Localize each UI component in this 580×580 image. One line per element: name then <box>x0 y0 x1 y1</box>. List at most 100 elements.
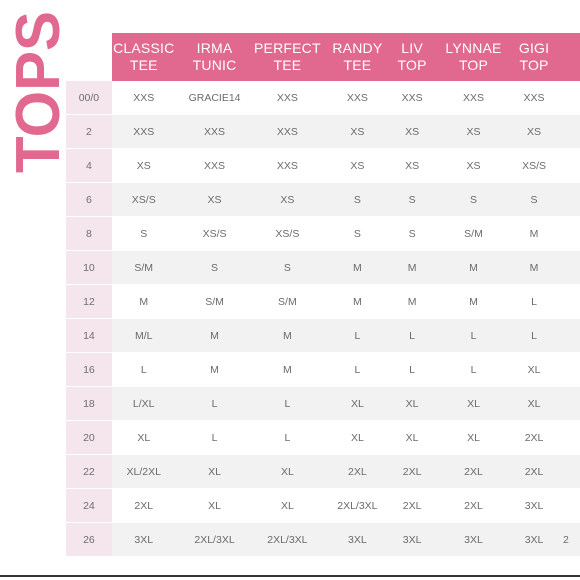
size-cell: M <box>516 217 552 251</box>
size-cell: XS <box>393 115 431 149</box>
table-body: 00/0 XXS GRACIE14 XXS XXS XXS XXS XXS 2 XXS XXS XXS… <box>66 81 580 557</box>
size-cell: XS <box>430 149 517 183</box>
size-cell: XS/S <box>111 183 176 217</box>
size-cell: M <box>175 353 254 387</box>
size-cell: S <box>321 217 394 251</box>
size-cell: M <box>253 353 322 387</box>
table-row: 00/0 XXS GRACIE14 XXS XXS XXS XXS XXS <box>66 81 580 115</box>
size-cell: L <box>253 421 322 455</box>
table-row: 6 XS/S XS XS S S S S <box>66 183 580 217</box>
size-cell: L <box>430 353 517 387</box>
size-cell: M <box>321 285 394 319</box>
size-cell: XL <box>111 421 176 455</box>
size-cell: 2XL/3XL <box>175 523 254 557</box>
size-label: 24 <box>66 489 112 523</box>
size-cell: S <box>321 183 394 217</box>
size-cell: L <box>253 387 322 421</box>
table-row: 8 S XS/S XS/S S S S/M M <box>66 217 580 251</box>
size-cell: 2 <box>551 523 580 557</box>
size-cell: 3XL <box>516 523 552 557</box>
size-cell: M <box>175 319 254 353</box>
table-row: 22 XL/2XL XL XL 2XL 2XL 2XL 2XL <box>66 455 580 489</box>
table-row: 20 XL L L XL XL XL 2XL <box>66 421 580 455</box>
size-cell: S/M <box>430 217 517 251</box>
size-cell: XXS <box>175 115 254 149</box>
size-cell: XS/S <box>253 217 322 251</box>
size-label: 26 <box>66 523 112 557</box>
size-cell: M <box>393 251 431 285</box>
size-cell: 3XL <box>321 523 394 557</box>
table-row: 4 XS XXS XXS XS XS XS XS/S <box>66 149 580 183</box>
size-cell: L <box>175 387 254 421</box>
size-cell: M/L <box>111 319 176 353</box>
size-cell: XL/2XL <box>111 455 176 489</box>
size-cell <box>551 149 580 183</box>
column-header: RANDY TEE <box>321 33 394 81</box>
size-cell: L <box>516 285 552 319</box>
size-cell: L <box>393 319 431 353</box>
size-cell: XL <box>253 489 322 523</box>
table-row: 18 L/XL L L XL XL XL XL <box>66 387 580 421</box>
size-chart-table: CLASSIC TEE IRMA TUNIC PERFECT TEE RANDY TE… <box>66 33 580 557</box>
size-label: 2 <box>66 115 112 149</box>
size-cell: M <box>516 251 552 285</box>
size-cell <box>551 353 580 387</box>
size-label: 18 <box>66 387 112 421</box>
size-cell: XL <box>175 489 254 523</box>
size-cell: XXS <box>175 149 254 183</box>
size-cell: XS <box>253 183 322 217</box>
size-cell: 2XL <box>393 489 431 523</box>
size-cell: S <box>111 217 176 251</box>
size-cell: XL <box>321 421 394 455</box>
size-cell: S <box>253 251 322 285</box>
size-cell: XL <box>321 387 394 421</box>
side-title: TOPS <box>6 8 64 173</box>
size-cell <box>551 217 580 251</box>
size-cell: 2XL/3XL <box>321 489 394 523</box>
size-cell: XL <box>175 455 254 489</box>
size-cell: 2XL <box>321 455 394 489</box>
header-row: CLASSIC TEE IRMA TUNIC PERFECT TEE RANDY TE… <box>66 33 580 81</box>
table-row: 10 S/M S S M M M M <box>66 251 580 285</box>
size-cell <box>551 489 580 523</box>
size-cell: XL <box>516 353 552 387</box>
column-header: LIV TOP <box>393 33 431 81</box>
size-cell: L <box>321 319 394 353</box>
size-cell: XS/S <box>175 217 254 251</box>
size-cell <box>551 251 580 285</box>
size-cell: L <box>111 353 176 387</box>
size-cell: XS <box>321 115 394 149</box>
size-cell: 2XL <box>516 455 552 489</box>
column-header <box>551 33 580 81</box>
size-cell: 3XL <box>111 523 176 557</box>
size-cell: S <box>393 183 431 217</box>
size-cell: XL <box>430 421 517 455</box>
table-row: 16 L M M L L L XL <box>66 353 580 387</box>
size-cell: S <box>430 183 517 217</box>
size-cell: XXS <box>430 81 517 115</box>
size-cell: XL <box>516 387 552 421</box>
size-cell: XXS <box>321 81 394 115</box>
size-cell: XS/S <box>516 149 552 183</box>
size-cell: XXS <box>516 81 552 115</box>
table-row: 2 XXS XXS XXS XS XS XS XS <box>66 115 580 149</box>
size-cell: M <box>430 251 517 285</box>
size-cell: 2XL/3XL <box>253 523 322 557</box>
size-cell: XS <box>175 183 254 217</box>
size-cell <box>551 81 580 115</box>
size-cell: S <box>516 183 552 217</box>
size-cell: XXS <box>111 81 176 115</box>
size-cell: M <box>430 285 517 319</box>
size-cell: XS <box>430 115 517 149</box>
size-cell: XS <box>111 149 176 183</box>
size-cell: 3XL <box>393 523 431 557</box>
size-cell: XXS <box>393 81 431 115</box>
size-cell <box>551 421 580 455</box>
size-cell <box>551 115 580 149</box>
size-label: 16 <box>66 353 112 387</box>
size-cell: XXS <box>253 115 322 149</box>
column-header: LYNNAE TOP <box>430 33 517 81</box>
bottom-rule <box>0 575 580 577</box>
size-cell: L <box>430 319 517 353</box>
size-cell: M <box>111 285 176 319</box>
